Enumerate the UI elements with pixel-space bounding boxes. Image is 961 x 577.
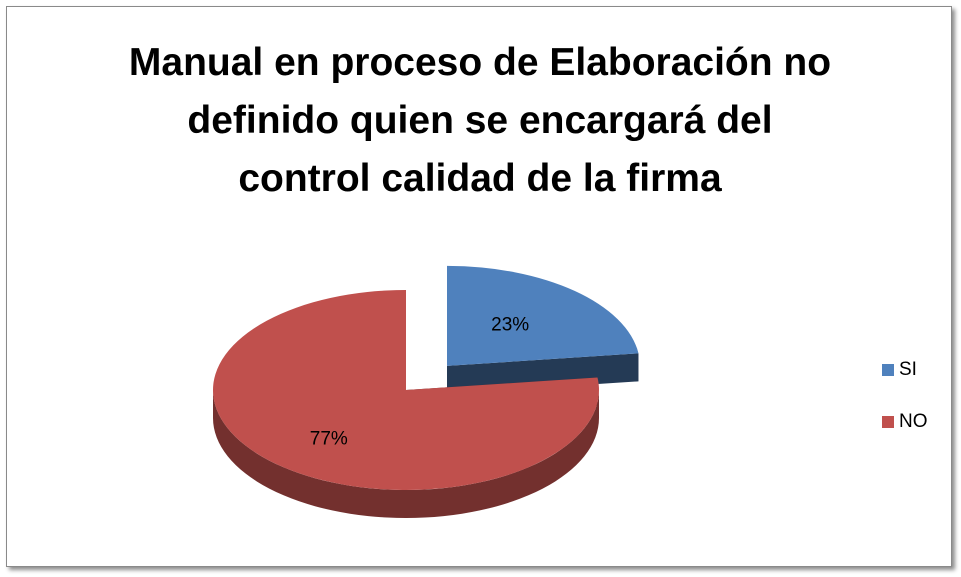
legend-swatch: [882, 364, 894, 376]
slice-side: [213, 390, 599, 518]
legend-label: SI: [899, 359, 917, 380]
legend-swatch: [882, 416, 894, 428]
chart-title: Manual en proceso de Elaboración no defi…: [128, 41, 832, 200]
legend-label: NO: [899, 411, 928, 432]
pie-slice: [212, 290, 600, 490]
data-label: 23%: [491, 314, 529, 335]
pie-slice: [447, 265, 639, 366]
data-label: 77%: [310, 429, 348, 450]
